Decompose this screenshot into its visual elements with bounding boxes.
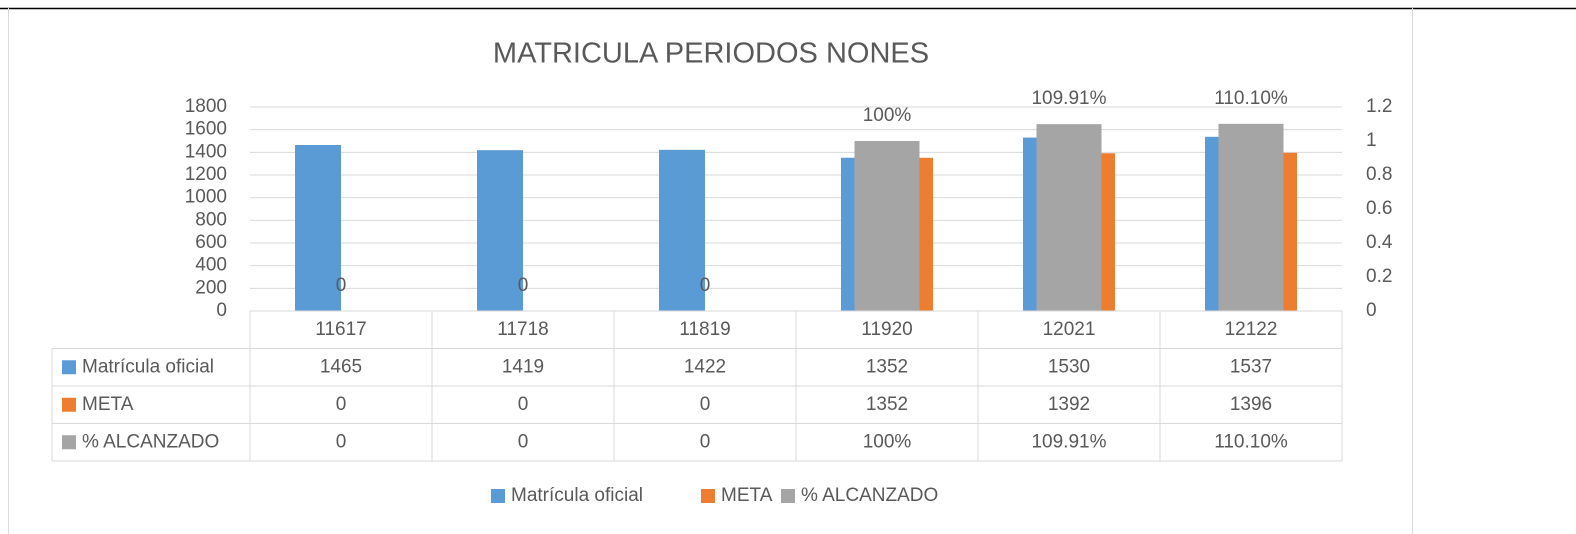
data-label: 0 xyxy=(518,275,529,296)
bar xyxy=(659,149,705,311)
legend-label: META xyxy=(721,485,773,506)
table-row-label: META xyxy=(82,394,134,415)
x-tick-label: 11920 xyxy=(861,319,912,340)
y2-tick-label: 0.2 xyxy=(1366,266,1392,287)
bar xyxy=(854,141,920,311)
table-cell: 100% xyxy=(863,431,912,452)
table-cell: 1465 xyxy=(320,356,362,377)
y-tick-label: 1800 xyxy=(185,96,227,117)
table-cell: 0 xyxy=(336,394,347,415)
y-tick-label: 400 xyxy=(195,255,227,276)
table-cell: 1352 xyxy=(866,394,908,415)
legend-key xyxy=(491,489,505,503)
bar xyxy=(1218,123,1284,311)
table-cell: 109.91% xyxy=(1031,431,1106,452)
y-tick-label: 600 xyxy=(195,232,227,253)
table-cell: 0 xyxy=(336,431,347,452)
table-cell: 1392 xyxy=(1048,394,1090,415)
y-tick-label: 1000 xyxy=(185,187,227,208)
bar xyxy=(1036,124,1102,311)
y-tick-label: 0 xyxy=(216,300,227,321)
table-cell: 1530 xyxy=(1048,356,1090,377)
table-cell: 110.10% xyxy=(1214,431,1288,452)
table-legend-key xyxy=(62,397,76,412)
bar xyxy=(295,144,341,311)
table-cell: 1422 xyxy=(684,356,726,377)
y-tick-label: 1400 xyxy=(185,141,227,162)
x-tick-label: 12122 xyxy=(1225,319,1278,340)
legend-label: % ALCANZADO xyxy=(801,485,938,506)
y2-tick-label: 0.6 xyxy=(1366,198,1392,219)
table-legend-key xyxy=(62,360,76,375)
data-label: 0 xyxy=(336,275,347,296)
table-row-label: Matrícula oficial xyxy=(82,356,214,377)
data-label: 110.10% xyxy=(1214,88,1288,109)
y-tick-label: 1600 xyxy=(185,119,227,140)
table-cell: 0 xyxy=(700,394,711,415)
y2-tick-label: 1.2 xyxy=(1366,96,1392,117)
y2-tick-label: 0.8 xyxy=(1366,164,1392,185)
x-tick-label: 11718 xyxy=(497,319,548,340)
y-tick-label: 1200 xyxy=(185,164,227,185)
y2-tick-label: 1 xyxy=(1366,130,1377,151)
x-tick-label: 11617 xyxy=(315,319,366,340)
table-cell: 1396 xyxy=(1230,394,1272,415)
bar xyxy=(477,150,523,311)
data-label: 109.91% xyxy=(1031,88,1106,109)
table-cell: 1352 xyxy=(866,356,908,377)
table-legend-key xyxy=(62,435,76,450)
y2-tick-label: 0.4 xyxy=(1366,232,1393,253)
data-label: 100% xyxy=(863,105,912,126)
legend-key xyxy=(701,489,715,503)
table-cell: 1537 xyxy=(1230,356,1272,377)
legend-label: Matrícula oficial xyxy=(511,485,643,506)
legend-key xyxy=(781,489,795,503)
y-tick-label: 800 xyxy=(195,209,227,230)
table-cell: 0 xyxy=(518,394,529,415)
table-row-label: % ALCANZADO xyxy=(82,431,219,452)
table-cell: 0 xyxy=(518,431,529,452)
x-tick-label: 11819 xyxy=(679,319,730,340)
table-cell: 0 xyxy=(700,431,711,452)
data-label: 0 xyxy=(700,275,711,296)
y-tick-label: 200 xyxy=(195,277,227,298)
x-tick-label: 12021 xyxy=(1043,319,1096,340)
chart-title: MATRICULA PERIODOS NONES xyxy=(493,38,929,70)
table-cell: 1419 xyxy=(502,356,544,377)
y2-tick-label: 0 xyxy=(1366,300,1377,321)
